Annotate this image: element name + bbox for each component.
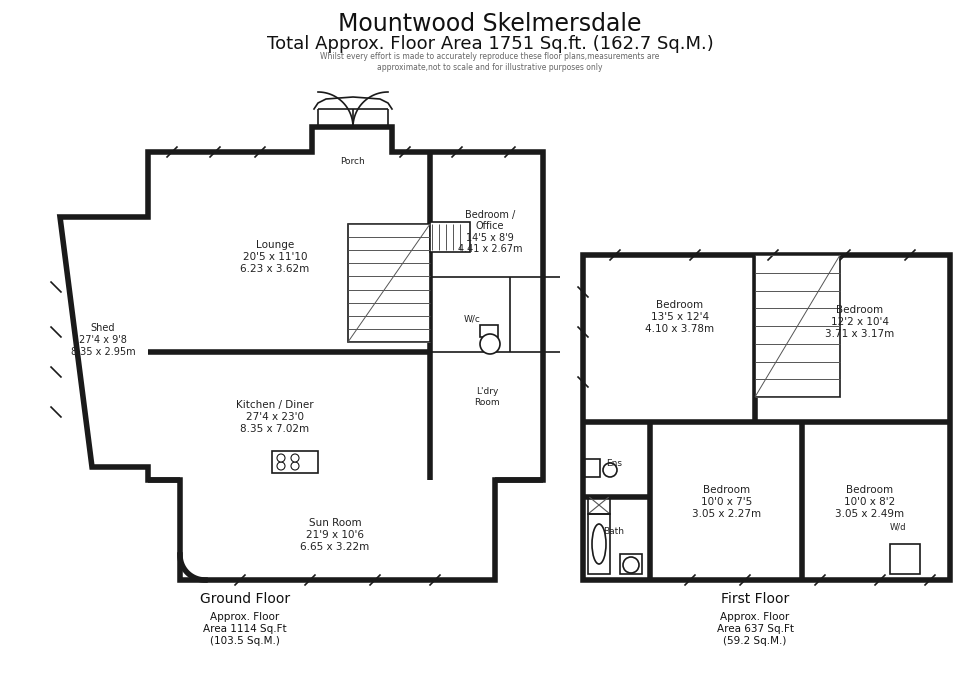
Text: Total Approx. Floor Area 1751 Sq.ft. (162.7 Sq.M.): Total Approx. Floor Area 1751 Sq.ft. (16… bbox=[267, 35, 713, 53]
Text: L'dry
Room: L'dry Room bbox=[474, 388, 500, 407]
Text: Porch: Porch bbox=[340, 158, 365, 167]
Text: First Floor: First Floor bbox=[721, 592, 789, 606]
Ellipse shape bbox=[592, 524, 606, 564]
Circle shape bbox=[623, 557, 639, 573]
Bar bbox=[585, 459, 600, 477]
Bar bbox=[755, 255, 840, 397]
Bar bbox=[430, 222, 470, 252]
Circle shape bbox=[480, 334, 500, 354]
Text: Bedroom
10'0 x 7'5
3.05 x 2.27m: Bedroom 10'0 x 7'5 3.05 x 2.27m bbox=[693, 485, 761, 518]
Circle shape bbox=[291, 462, 299, 470]
Bar bbox=[588, 496, 610, 514]
Text: Ens: Ens bbox=[606, 459, 622, 468]
Bar bbox=[588, 514, 610, 574]
Text: Whilst every effort is made to accurately reproduce these floor plans,measuremen: Whilst every effort is made to accuratel… bbox=[320, 53, 660, 72]
Text: Bedroom
13'5 x 12'4
4.10 x 3.78m: Bedroom 13'5 x 12'4 4.10 x 3.78m bbox=[646, 300, 714, 334]
Polygon shape bbox=[583, 255, 950, 580]
Text: Shed
27'4 x 9'8
8.35 x 2.95m: Shed 27'4 x 9'8 8.35 x 2.95m bbox=[71, 323, 135, 356]
Circle shape bbox=[277, 454, 285, 462]
Text: Bedroom
12'2 x 10'4
3.71 x 3.17m: Bedroom 12'2 x 10'4 3.71 x 3.17m bbox=[825, 305, 895, 338]
Text: Ground Floor: Ground Floor bbox=[200, 592, 290, 606]
Circle shape bbox=[603, 463, 617, 477]
Text: Bedroom
10'0 x 8'2
3.05 x 2.49m: Bedroom 10'0 x 8'2 3.05 x 2.49m bbox=[835, 485, 905, 518]
Text: Bedroom /
Office
14'5 x 8'9
4.41 x 2.67m: Bedroom / Office 14'5 x 8'9 4.41 x 2.67m bbox=[458, 210, 522, 255]
Text: W/d: W/d bbox=[890, 522, 906, 531]
Polygon shape bbox=[60, 127, 543, 580]
Bar bbox=[480, 325, 498, 337]
Bar bbox=[620, 554, 642, 574]
Text: Mountwood Skelmersdale: Mountwood Skelmersdale bbox=[338, 12, 642, 36]
Text: Kitchen / Diner
27'4 x 23'0
8.35 x 7.02m: Kitchen / Diner 27'4 x 23'0 8.35 x 7.02m bbox=[236, 401, 314, 434]
Bar bbox=[890, 544, 920, 574]
Text: Approx. Floor
Area 1114 Sq.Ft
(103.5 Sq.M.): Approx. Floor Area 1114 Sq.Ft (103.5 Sq.… bbox=[203, 612, 287, 646]
Text: W/c: W/c bbox=[464, 314, 480, 323]
Text: Bath: Bath bbox=[604, 527, 624, 536]
Bar bbox=[348, 224, 430, 342]
Text: Approx. Floor
Area 637 Sq.Ft
(59.2 Sq.M.): Approx. Floor Area 637 Sq.Ft (59.2 Sq.M.… bbox=[716, 612, 794, 646]
Circle shape bbox=[277, 462, 285, 470]
Bar bbox=[272, 451, 318, 473]
Text: Lounge
20'5 x 11'10
6.23 x 3.62m: Lounge 20'5 x 11'10 6.23 x 3.62m bbox=[240, 240, 310, 273]
Text: Sun Room
21'9 x 10'6
6.65 x 3.22m: Sun Room 21'9 x 10'6 6.65 x 3.22m bbox=[301, 518, 369, 552]
Circle shape bbox=[291, 454, 299, 462]
